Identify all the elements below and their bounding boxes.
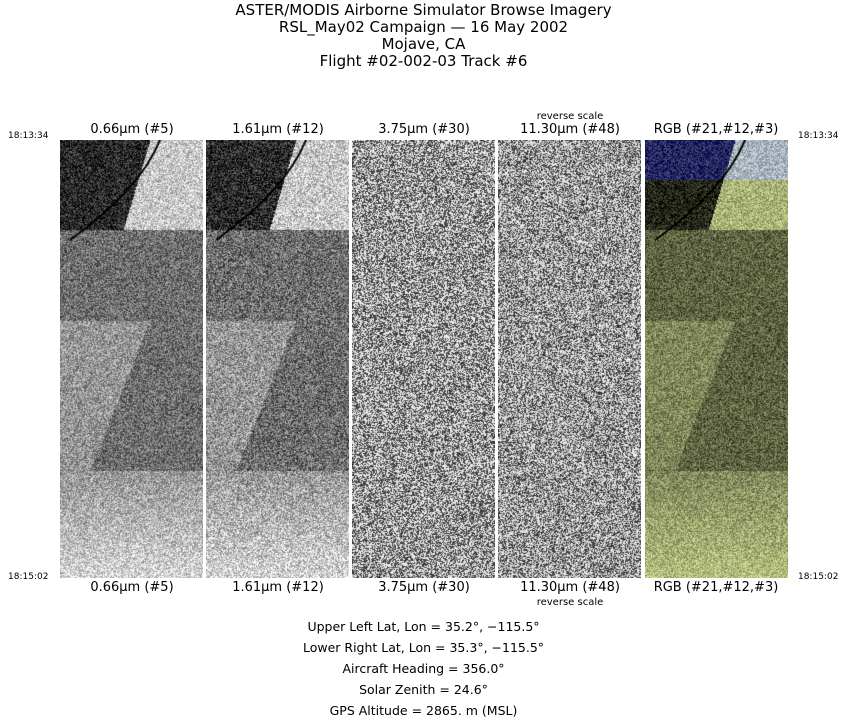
- title-line-1: ASTER/MODIS Airborne Simulator Browse Im…: [0, 2, 847, 19]
- panel-label-bottom-5: RGB (#21,#12,#3): [636, 580, 796, 595]
- title-line-2: RSL_May02 Campaign — 16 May 2002: [0, 19, 847, 36]
- image-panel-3.75um: [352, 140, 495, 578]
- reverse-scale-note-bottom: reverse scale: [490, 597, 650, 608]
- image-panel-0.66um: [60, 140, 203, 578]
- gps-altitude: GPS Altitude = 2865. m (MSL): [0, 700, 847, 721]
- reverse-scale-note-top: reverse scale: [490, 111, 650, 122]
- start-time-right: 18:13:34: [798, 131, 838, 141]
- panel-label-bottom-1: 0.66µm (#5): [52, 580, 212, 595]
- panel-label-bottom-3: 3.75µm (#30): [344, 580, 504, 595]
- figure-title: ASTER/MODIS Airborne Simulator Browse Im…: [0, 2, 847, 70]
- start-time-left: 18:13:34: [8, 131, 48, 141]
- panel-label-bottom-2: 1.61µm (#12): [198, 580, 358, 595]
- image-panel-1.61um: [206, 140, 349, 578]
- title-line-3: Mojave, CA: [0, 36, 847, 53]
- image-panel-rgb: [645, 140, 788, 578]
- panel-label-top-1: 0.66µm (#5): [52, 122, 212, 137]
- panel-label-bottom-4: 11.30µm (#48): [490, 580, 650, 595]
- panel-label-top-2: 1.61µm (#12): [198, 122, 358, 137]
- solar-zenith: Solar Zenith = 24.6°: [0, 679, 847, 700]
- panel-label-top-5: RGB (#21,#12,#3): [636, 122, 796, 137]
- end-time-right: 18:15:02: [798, 572, 838, 582]
- aircraft-heading: Aircraft Heading = 356.0°: [0, 658, 847, 679]
- title-line-4: Flight #02-002-03 Track #6: [0, 53, 847, 70]
- end-time-left: 18:15:02: [8, 572, 48, 582]
- image-panel-11.30um: [498, 140, 641, 578]
- panel-label-top-3: 3.75µm (#30): [344, 122, 504, 137]
- lower-right-latlon: Lower Right Lat, Lon = 35.3°, −115.5°: [0, 637, 847, 658]
- panel-label-top-4: 11.30µm (#48): [490, 122, 650, 137]
- upper-left-latlon: Upper Left Lat, Lon = 35.2°, −115.5°: [0, 616, 847, 637]
- flight-info: Upper Left Lat, Lon = 35.2°, −115.5° Low…: [0, 616, 847, 721]
